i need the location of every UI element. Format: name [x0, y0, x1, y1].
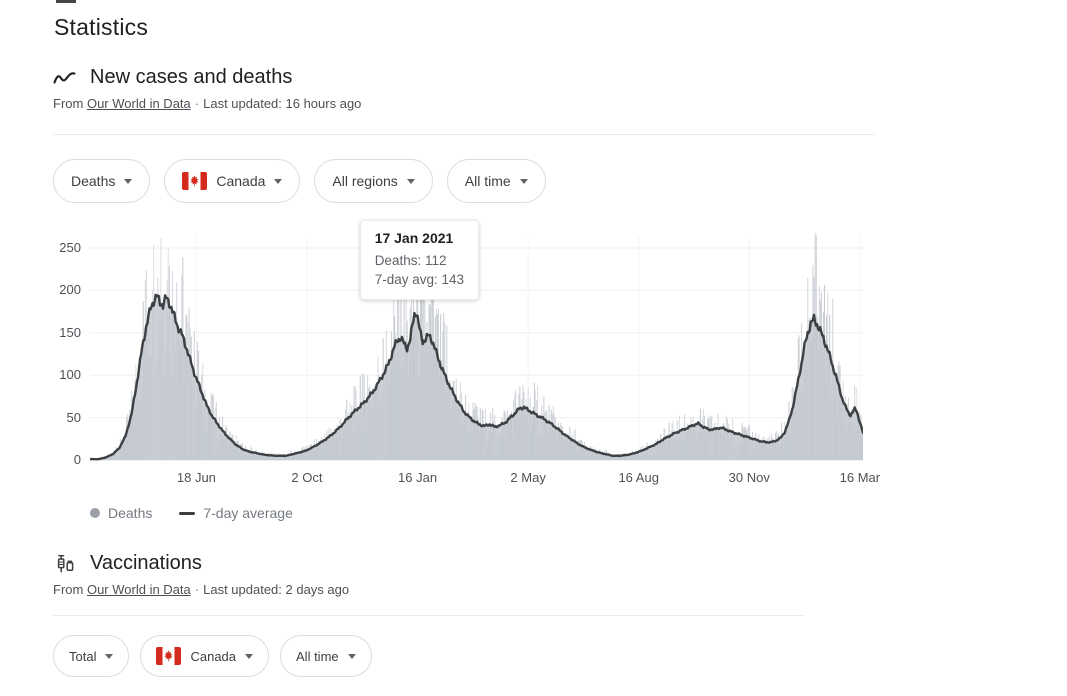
- x-axis-label: 16 Mar: [839, 470, 881, 485]
- canada-flag-icon: [156, 647, 182, 665]
- chevron-down-icon: [406, 179, 415, 184]
- last-updated-text: Last updated: 16 hours ago: [203, 96, 362, 111]
- x-axis-label: 2 Oct: [291, 470, 323, 485]
- y-axis-label: 200: [59, 282, 81, 298]
- avg-line-icon: [179, 511, 196, 515]
- filter-chip-vax-country[interactable]: Canada: [140, 635, 270, 677]
- source-line-vaccinations: From Our World in Data · Last updated: 2 d…: [53, 582, 930, 597]
- cases-deaths-filter-row: Deaths Canada All regions All time: [53, 159, 930, 203]
- chevron-down-icon: [124, 179, 133, 184]
- x-axis-label: 18 Jun: [176, 470, 216, 485]
- x-axis-label: 30 Nov: [728, 470, 770, 485]
- canada-flag-icon: [182, 172, 208, 190]
- y-axis-label: 50: [66, 409, 81, 425]
- filter-chip-vax-time[interactable]: All time: [280, 635, 372, 677]
- legend-label: 7-day average: [203, 505, 293, 521]
- section-divider: [53, 134, 875, 135]
- chart-legend: Deaths 7-day average: [90, 505, 930, 521]
- chevron-down-icon: [347, 654, 356, 659]
- owid-link[interactable]: Our World in Data: [86, 96, 191, 111]
- source-prefix: From: [53, 582, 84, 597]
- filter-chip-label: Deaths: [71, 173, 116, 189]
- filter-chip-label: Canada: [216, 173, 266, 189]
- filter-chip-label: Total: [69, 648, 97, 664]
- chart-tooltip: 17 Jan 2021 Deaths: 112 7-day avg: 143: [359, 220, 479, 300]
- chevron-down-icon: [519, 179, 528, 184]
- statistics-panel: Statistics New cases and deaths From Our…: [53, 14, 930, 677]
- filter-chip-regions[interactable]: All regions: [314, 159, 433, 203]
- filter-chip-label: All time: [464, 173, 511, 189]
- y-axis: 0 50 100 150 200 250: [53, 223, 81, 467]
- section-title-vaccinations: Vaccinations: [90, 552, 202, 574]
- tooltip-deaths-row: Deaths: 112: [374, 253, 447, 268]
- y-axis-label: 250: [59, 240, 81, 255]
- cases-deaths-section-header: New cases and deaths: [53, 66, 930, 89]
- filter-chip-label: Canada: [190, 648, 237, 664]
- chevron-down-icon: [105, 654, 114, 659]
- vaccinations-section-header: Vaccinations: [53, 552, 930, 575]
- y-axis-label: 100: [59, 367, 81, 383]
- legend-item-avg: 7-day average: [179, 505, 293, 521]
- tooltip-avg-row: 7-day avg: 143: [374, 272, 464, 287]
- source-separator: ·: [194, 96, 200, 111]
- x-axis-label: 16 Aug: [618, 470, 659, 485]
- source-line-cases-deaths: From Our World in Data · Last updated: 16 …: [53, 96, 930, 111]
- x-axis-label: 16 Jan: [398, 470, 438, 485]
- vaccine-icon: [53, 554, 77, 574]
- section-title-cases-deaths: New cases and deaths: [90, 66, 293, 88]
- y-axis-label: 0: [73, 452, 81, 467]
- filter-chip-time[interactable]: All time: [446, 159, 546, 203]
- last-updated-text: Last updated: 2 days ago: [203, 582, 350, 597]
- legend-item-deaths: Deaths: [90, 505, 152, 521]
- source-prefix: From: [53, 96, 84, 111]
- chevron-down-icon: [274, 179, 283, 184]
- y-axis-label: 150: [59, 324, 81, 340]
- filter-chip-vax-metric[interactable]: Total: [53, 635, 130, 677]
- section-divider: [53, 615, 805, 616]
- filter-chip-label: All time: [296, 648, 339, 664]
- tooltip-date: 17 Jan 2021: [374, 230, 454, 246]
- source-separator: ·: [194, 582, 200, 597]
- filter-chip-country[interactable]: Canada: [164, 159, 301, 203]
- filter-chip-metric[interactable]: Deaths: [53, 159, 151, 203]
- cropped-element-fragment: [56, 0, 76, 3]
- chevron-down-icon: [245, 654, 254, 659]
- deaths-dot-icon: [90, 508, 100, 518]
- page-title: Statistics: [54, 14, 149, 40]
- owid-link[interactable]: Our World in Data: [86, 582, 191, 597]
- x-axis-label: 2 May: [510, 470, 546, 485]
- trend-icon: [53, 68, 77, 88]
- legend-label: Deaths: [108, 505, 153, 521]
- deaths-chart-canvas[interactable]: [90, 223, 863, 463]
- vaccinations-filter-row: Total Canada All time: [53, 635, 930, 677]
- deaths-chart: 0 50 100 150 200 250 17 Jan 2021 Deaths: 112 …: [53, 220, 883, 491]
- filter-chip-label: All regions: [332, 173, 398, 189]
